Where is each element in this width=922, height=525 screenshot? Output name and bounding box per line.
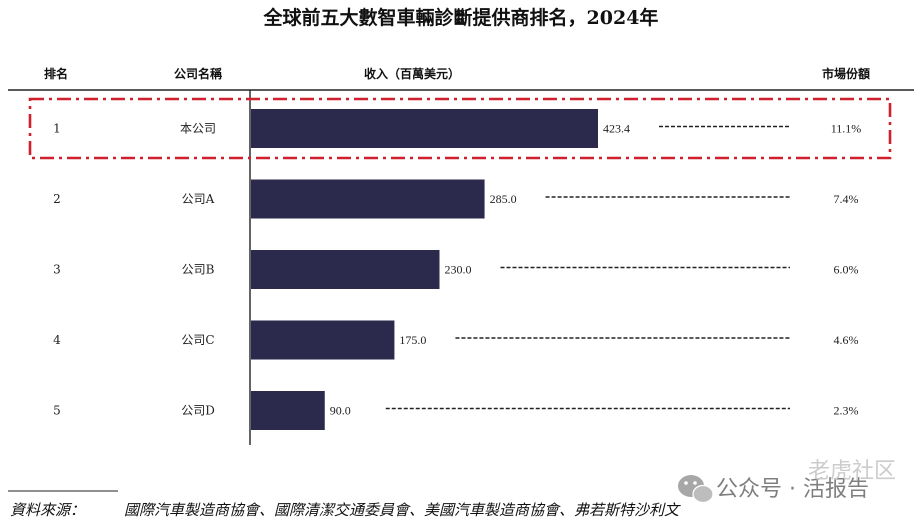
market-share-label: 11.1% xyxy=(831,122,862,136)
company-label: 公司A xyxy=(182,192,215,206)
value-label: 175.0 xyxy=(399,333,426,347)
header-share: 市場份額 xyxy=(822,66,870,81)
value-label: 285.0 xyxy=(490,192,517,206)
company-label: 公司C xyxy=(181,333,214,347)
source-text: 國際汽車製造商協會、國際清潔交通委員會、美國汽車製造商協會、弗若斯特沙利文 xyxy=(124,501,681,519)
company-label: 本公司 xyxy=(180,122,216,136)
watermark-faint-text: 老虎社区 xyxy=(808,459,896,484)
rank-label: 5 xyxy=(53,404,61,418)
header-company: 公司名稱 xyxy=(174,66,222,81)
revenue-bar xyxy=(251,109,598,148)
market-share-label: 7.4% xyxy=(834,192,859,206)
wechat-icon xyxy=(678,475,714,504)
company-label: 公司D xyxy=(181,404,215,418)
value-label: 230.0 xyxy=(444,263,471,277)
revenue-bar xyxy=(251,391,325,430)
rank-label: 1 xyxy=(53,122,61,136)
revenue-bar xyxy=(251,250,440,289)
market-share-label: 6.0% xyxy=(834,263,859,277)
watermark: 公众号 · 活报告 老虎社区 xyxy=(678,459,896,504)
rank-label: 2 xyxy=(53,192,61,206)
market-share-label: 2.3% xyxy=(834,404,859,418)
market-share-label: 4.6% xyxy=(834,333,859,347)
value-label: 423.4 xyxy=(603,122,630,136)
value-label: 90.0 xyxy=(330,404,351,418)
rows: 1 本公司 423.4 11.1% 2 公司A 285.0 7.4% 3 公司B 230.0 6.0%… xyxy=(28,97,892,430)
header-rank: 排名 xyxy=(44,66,68,81)
source-label: 資料來源： xyxy=(10,501,85,519)
rank-label: 3 xyxy=(53,263,61,277)
rank-label: 4 xyxy=(53,333,61,347)
revenue-bar xyxy=(251,179,485,219)
watermark-text: 公众号 · 活报告 xyxy=(716,477,869,502)
chart-title: 全球前五大數智車輛診斷提供商排名，2024年 xyxy=(263,6,659,29)
header-revenue: 收入（百萬美元） xyxy=(364,66,460,81)
company-label: 公司B xyxy=(182,263,215,277)
revenue-bar xyxy=(251,320,395,360)
